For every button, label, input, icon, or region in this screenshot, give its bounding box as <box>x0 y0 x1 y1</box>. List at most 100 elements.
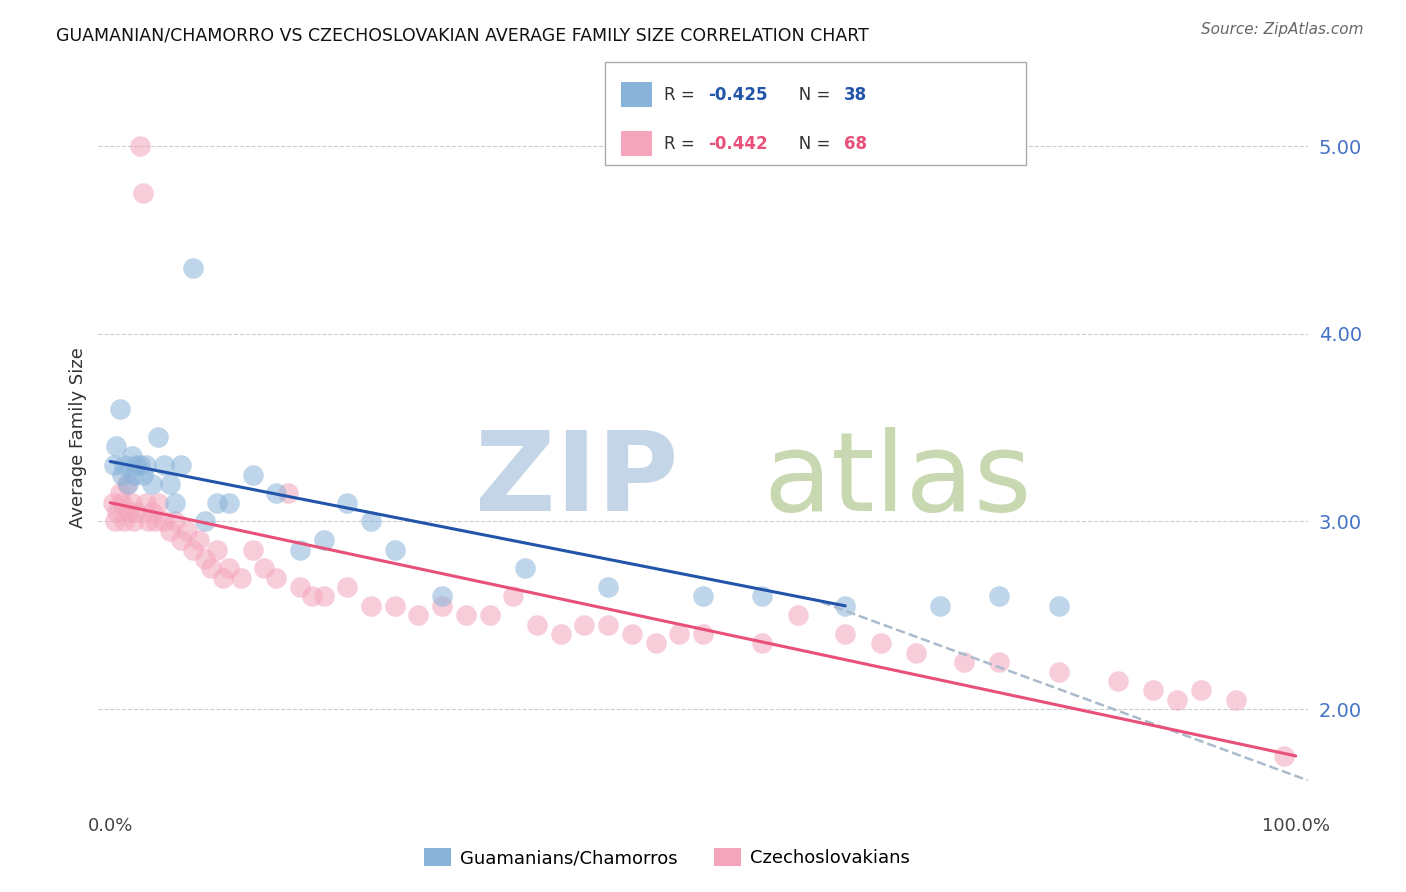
Point <box>988 590 1011 604</box>
Point <box>1107 673 1129 688</box>
Point <box>117 477 139 491</box>
Point <box>132 186 155 201</box>
Point <box>108 486 131 500</box>
Point <box>692 627 714 641</box>
Point <box>152 458 174 473</box>
Point <box>264 571 287 585</box>
Text: N =: N = <box>783 86 835 103</box>
Point <box>141 477 163 491</box>
Point <box>146 430 169 444</box>
Text: Source: ZipAtlas.com: Source: ZipAtlas.com <box>1201 22 1364 37</box>
Point <box>869 636 891 650</box>
Text: atlas: atlas <box>763 427 1032 534</box>
Text: ZIP: ZIP <box>475 427 679 534</box>
Y-axis label: Average Family Size: Average Family Size <box>69 347 87 527</box>
Point <box>125 458 148 473</box>
Point <box>111 496 134 510</box>
Point <box>181 261 204 276</box>
Point <box>1142 683 1164 698</box>
Point <box>108 401 131 416</box>
Point <box>336 580 359 594</box>
Point <box>242 467 264 482</box>
Point <box>114 458 136 473</box>
Legend: Guamanians/Chamorros, Czechoslovakians: Guamanians/Chamorros, Czechoslovakians <box>416 840 917 874</box>
Point <box>502 590 524 604</box>
Point <box>111 467 134 482</box>
Point <box>751 636 773 650</box>
Point <box>188 533 211 548</box>
Point <box>620 627 643 641</box>
Point <box>644 636 666 650</box>
Point <box>598 617 620 632</box>
Point <box>205 542 228 557</box>
Point <box>242 542 264 557</box>
Point <box>454 608 477 623</box>
Point <box>550 627 572 641</box>
Point <box>146 496 169 510</box>
Point <box>114 515 136 529</box>
Point <box>929 599 952 613</box>
Point <box>526 617 548 632</box>
Point <box>194 515 217 529</box>
Point <box>360 599 382 613</box>
Text: R =: R = <box>664 135 700 153</box>
Point <box>515 561 537 575</box>
Point <box>277 486 299 500</box>
Point <box>101 496 124 510</box>
Point <box>194 552 217 566</box>
Point <box>159 524 181 538</box>
Point <box>115 477 138 491</box>
Point <box>121 449 143 463</box>
Point <box>125 505 148 519</box>
Point <box>301 590 323 604</box>
Point <box>103 458 125 473</box>
Point <box>384 542 406 557</box>
Point <box>159 477 181 491</box>
Point <box>574 617 596 632</box>
Point <box>129 139 152 153</box>
Point <box>170 458 193 473</box>
Point <box>253 561 276 575</box>
Text: GUAMANIAN/CHAMORRO VS CZECHOSLOVAKIAN AVERAGE FAMILY SIZE CORRELATION CHART: GUAMANIAN/CHAMORRO VS CZECHOSLOVAKIAN AV… <box>56 27 869 45</box>
Point <box>432 599 454 613</box>
Point <box>834 627 856 641</box>
Point <box>1225 692 1247 706</box>
Point <box>905 646 928 660</box>
Point <box>408 608 430 623</box>
Point <box>1047 665 1070 679</box>
Point <box>668 627 690 641</box>
Point <box>786 608 808 623</box>
Point <box>1047 599 1070 613</box>
Point <box>135 458 157 473</box>
Point <box>135 496 157 510</box>
Text: -0.442: -0.442 <box>709 135 768 153</box>
Point <box>264 486 287 500</box>
Text: -0.425: -0.425 <box>709 86 768 103</box>
Point <box>288 542 311 557</box>
Point <box>336 496 359 510</box>
Point <box>478 608 501 623</box>
Point <box>170 533 193 548</box>
Point <box>751 590 773 604</box>
Point <box>132 467 155 482</box>
Point <box>692 590 714 604</box>
Point <box>952 655 974 669</box>
Point <box>141 505 163 519</box>
Point <box>834 599 856 613</box>
Point <box>1189 683 1212 698</box>
Point <box>1272 748 1295 763</box>
Point <box>118 505 141 519</box>
Point <box>212 571 235 585</box>
Text: R =: R = <box>664 86 700 103</box>
Point <box>122 467 145 482</box>
Point <box>988 655 1011 669</box>
Point <box>312 590 335 604</box>
Point <box>218 496 240 510</box>
Point <box>312 533 335 548</box>
Point <box>360 515 382 529</box>
Point <box>176 524 198 538</box>
Point <box>136 515 159 529</box>
Point <box>200 561 222 575</box>
Point <box>105 505 128 519</box>
Point <box>598 580 620 594</box>
